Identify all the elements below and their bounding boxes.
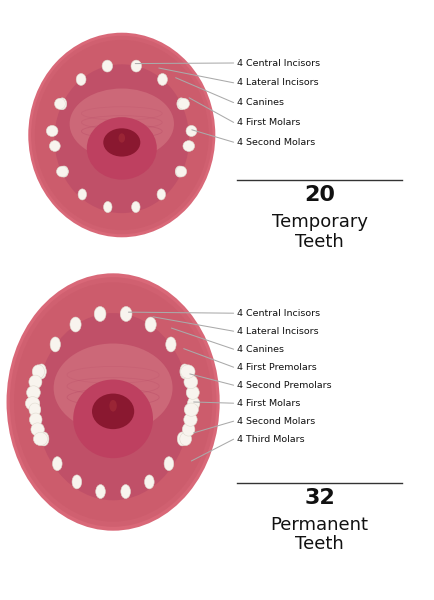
Ellipse shape [177, 432, 187, 446]
Ellipse shape [46, 125, 58, 136]
Ellipse shape [177, 98, 185, 110]
Ellipse shape [179, 433, 191, 446]
Ellipse shape [54, 64, 189, 213]
Ellipse shape [157, 74, 167, 85]
Ellipse shape [31, 36, 212, 234]
Text: 32: 32 [304, 488, 334, 508]
Ellipse shape [118, 133, 125, 143]
Ellipse shape [56, 166, 68, 177]
Ellipse shape [178, 98, 189, 109]
Ellipse shape [35, 40, 208, 230]
Text: 4 Lateral Incisors: 4 Lateral Incisors [237, 78, 318, 87]
Text: 4 Third Molars: 4 Third Molars [237, 434, 304, 444]
Ellipse shape [54, 98, 65, 109]
Ellipse shape [28, 32, 215, 237]
Ellipse shape [109, 400, 117, 412]
Text: Temporary: Temporary [271, 213, 367, 231]
Ellipse shape [25, 397, 39, 410]
Ellipse shape [103, 128, 140, 157]
Ellipse shape [73, 380, 153, 458]
Ellipse shape [102, 60, 112, 72]
Ellipse shape [145, 317, 156, 332]
Text: Permanent: Permanent [270, 516, 368, 534]
Ellipse shape [182, 423, 194, 436]
Ellipse shape [187, 397, 199, 410]
Ellipse shape [180, 365, 194, 379]
Ellipse shape [103, 202, 112, 212]
Ellipse shape [31, 423, 44, 436]
Ellipse shape [165, 337, 176, 352]
Ellipse shape [70, 317, 81, 332]
Text: Teeth: Teeth [295, 535, 343, 553]
Ellipse shape [175, 166, 183, 177]
Text: 4 First Molars: 4 First Molars [237, 118, 300, 127]
Ellipse shape [186, 125, 197, 136]
Ellipse shape [72, 475, 82, 489]
Text: 4 Central Incisors: 4 Central Incisors [237, 308, 319, 318]
Ellipse shape [30, 413, 42, 426]
Text: 4 Second Molars: 4 Second Molars [237, 137, 315, 146]
Ellipse shape [186, 386, 199, 400]
Ellipse shape [60, 166, 68, 177]
Ellipse shape [131, 60, 141, 72]
Ellipse shape [76, 74, 86, 85]
Ellipse shape [94, 307, 106, 322]
Ellipse shape [87, 117, 156, 179]
Ellipse shape [29, 403, 41, 416]
Ellipse shape [144, 475, 154, 489]
Ellipse shape [92, 394, 134, 429]
Ellipse shape [180, 364, 189, 379]
Ellipse shape [32, 365, 44, 379]
Text: 4 First Molars: 4 First Molars [237, 398, 300, 408]
Ellipse shape [49, 140, 60, 151]
Text: 4 Canines: 4 Canines [237, 344, 283, 354]
Ellipse shape [37, 364, 46, 379]
Ellipse shape [78, 189, 86, 200]
Text: 4 Second Premolars: 4 Second Premolars [237, 381, 331, 390]
Ellipse shape [53, 343, 172, 433]
Ellipse shape [53, 457, 62, 470]
Ellipse shape [33, 433, 47, 446]
Ellipse shape [58, 98, 66, 110]
Ellipse shape [175, 166, 186, 177]
Text: 4 Canines: 4 Canines [237, 98, 283, 107]
Ellipse shape [184, 403, 198, 416]
Text: Teeth: Teeth [295, 233, 343, 251]
Ellipse shape [164, 457, 173, 470]
Ellipse shape [120, 307, 132, 322]
Text: 4 Second Molars: 4 Second Molars [237, 416, 315, 426]
Ellipse shape [26, 386, 40, 400]
Ellipse shape [14, 283, 212, 521]
Ellipse shape [184, 375, 197, 389]
Ellipse shape [50, 337, 60, 352]
Ellipse shape [36, 313, 189, 500]
Ellipse shape [157, 189, 165, 200]
Text: 4 Central Incisors: 4 Central Incisors [237, 58, 319, 67]
Ellipse shape [7, 273, 219, 531]
Ellipse shape [10, 277, 216, 527]
Ellipse shape [69, 89, 174, 159]
Text: 20: 20 [303, 185, 335, 205]
Ellipse shape [121, 485, 130, 499]
Ellipse shape [132, 202, 140, 212]
Ellipse shape [183, 140, 194, 151]
Text: 4 First Premolars: 4 First Premolars [237, 362, 316, 371]
Text: 4 Lateral Incisors: 4 Lateral Incisors [237, 326, 318, 336]
Ellipse shape [95, 485, 105, 499]
Ellipse shape [184, 413, 197, 426]
Ellipse shape [29, 375, 42, 389]
Ellipse shape [39, 432, 49, 446]
